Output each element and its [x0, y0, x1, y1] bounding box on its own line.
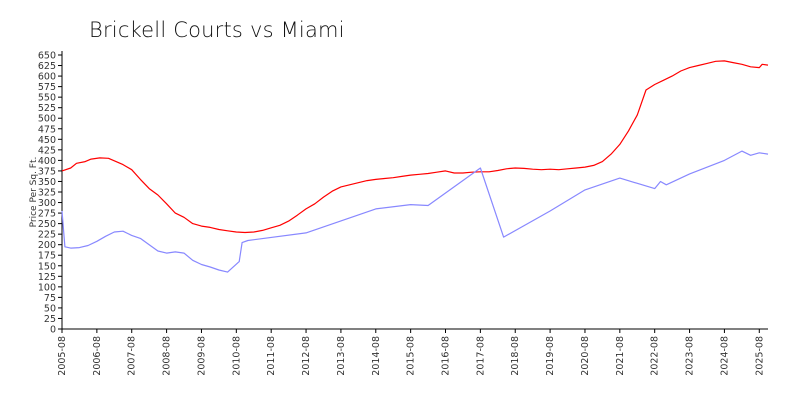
y-tick-label: 575	[38, 82, 56, 93]
series-layer	[61, 60, 769, 273]
y-tick-label: 425	[38, 145, 56, 156]
y-axis-title: Price Per Sq. Ft.	[29, 157, 39, 228]
y-tick-label: 225	[38, 230, 56, 241]
y-tick-label: 525	[38, 103, 56, 114]
x-axis: 2005-08 2006-08 2007-08 2008-08 2009-08 2010-…	[57, 328, 768, 376]
x-tick-label: 2024-08	[719, 336, 730, 376]
x-tick-label: 2006-08	[92, 336, 103, 376]
y-tick-label: 100	[38, 282, 56, 293]
x-tick-label: 2021-08	[615, 336, 626, 376]
x-tick-label: 2016-08	[441, 336, 452, 376]
y-tick-label: 600	[38, 72, 56, 83]
x-tick-label: 2023-08	[685, 336, 696, 376]
x-tick-label: 2025-08	[754, 336, 765, 376]
y-tick-label: 200	[38, 240, 56, 251]
y-tick-label: 550	[38, 93, 56, 104]
y-tick-label: 650	[38, 51, 56, 62]
y-tick-label: 150	[38, 261, 56, 272]
y-tick-label: 300	[38, 198, 56, 209]
x-tick-label: 2018-08	[510, 336, 521, 376]
y-tick-label: 450	[38, 135, 56, 146]
x-tick-label: 2022-08	[650, 336, 661, 376]
series-line-1	[61, 60, 769, 234]
y-tick-label: 475	[38, 124, 56, 135]
x-tick-label: 2010-08	[231, 336, 242, 376]
y-tick-label: 325	[38, 188, 56, 199]
x-tick-label: 2012-08	[301, 336, 312, 376]
x-tick-label: 2020-08	[580, 336, 591, 376]
x-tick-label: 2014-08	[371, 336, 382, 376]
x-tick-label: 2008-08	[162, 336, 173, 376]
y-tick-label: 75	[44, 293, 56, 304]
x-tick-label: 2009-08	[196, 336, 207, 376]
y-tick-label: 0	[50, 325, 56, 336]
y-tick-label: 275	[38, 209, 56, 220]
x-tick-label: 2013-08	[336, 336, 347, 376]
y-tick-label: 50	[44, 303, 56, 314]
y-tick-label: 25	[44, 314, 56, 325]
y-tick-label: 625	[38, 61, 56, 72]
y-axis: 0255075100125150175200225250275300325350…	[38, 51, 63, 336]
x-tick-label: 2019-08	[545, 336, 556, 376]
series-line-2	[61, 150, 769, 273]
y-tick-label: 350	[38, 177, 56, 188]
chart-title: Brickell Courts vs Miami	[89, 18, 345, 42]
x-tick-label: 2005-08	[57, 336, 68, 376]
y-tick-label: 125	[38, 272, 56, 283]
y-tick-label: 500	[38, 114, 56, 125]
y-tick-label: 400	[38, 156, 56, 167]
y-tick-label: 375	[38, 166, 56, 177]
x-tick-label: 2007-08	[127, 336, 138, 376]
x-tick-label: 2017-08	[475, 336, 486, 376]
y-tick-label: 175	[38, 251, 56, 262]
x-tick-label: 2015-08	[406, 336, 417, 376]
y-tick-label: 250	[38, 219, 56, 230]
x-tick-label: 2011-08	[266, 336, 277, 376]
